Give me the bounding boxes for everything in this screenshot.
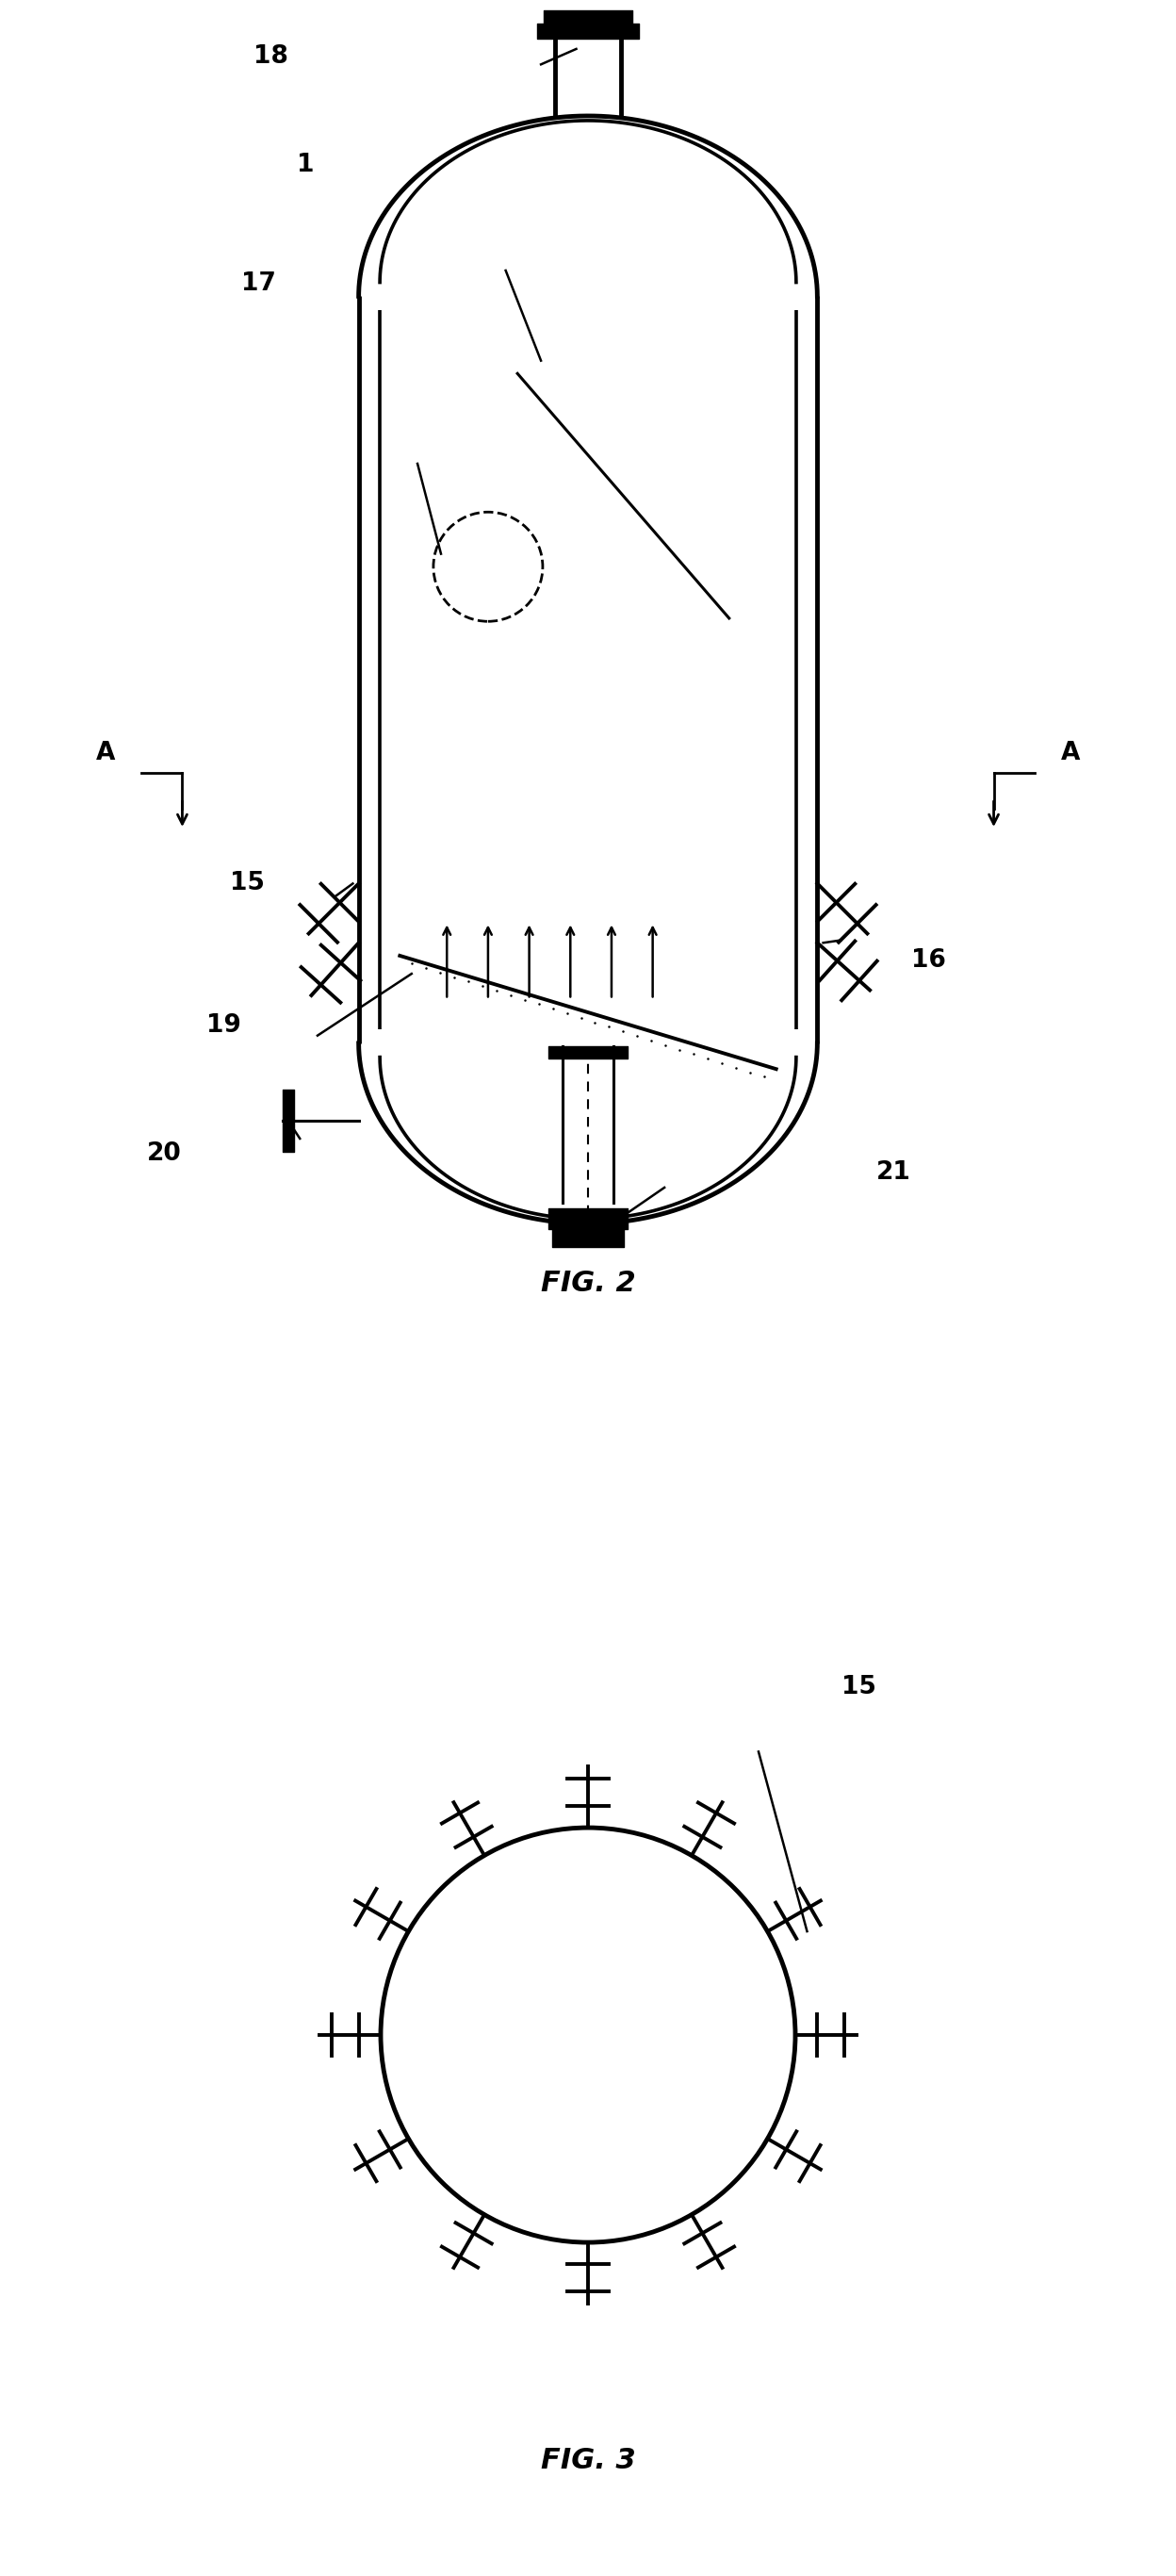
Text: 15: 15 bbox=[229, 871, 265, 896]
Text: 21: 21 bbox=[876, 1159, 911, 1185]
Text: 1: 1 bbox=[298, 152, 314, 178]
Text: A: A bbox=[96, 739, 115, 765]
Text: 18: 18 bbox=[253, 44, 288, 70]
Text: 16: 16 bbox=[911, 948, 947, 974]
Text: 17: 17 bbox=[241, 270, 276, 296]
Text: 20: 20 bbox=[147, 1141, 182, 1167]
Text: 15: 15 bbox=[841, 1674, 876, 1700]
Text: FIG. 3: FIG. 3 bbox=[541, 2447, 635, 2473]
Text: A: A bbox=[1061, 739, 1080, 765]
Text: 19: 19 bbox=[206, 1012, 241, 1038]
Text: FIG. 2: FIG. 2 bbox=[541, 1270, 635, 1296]
